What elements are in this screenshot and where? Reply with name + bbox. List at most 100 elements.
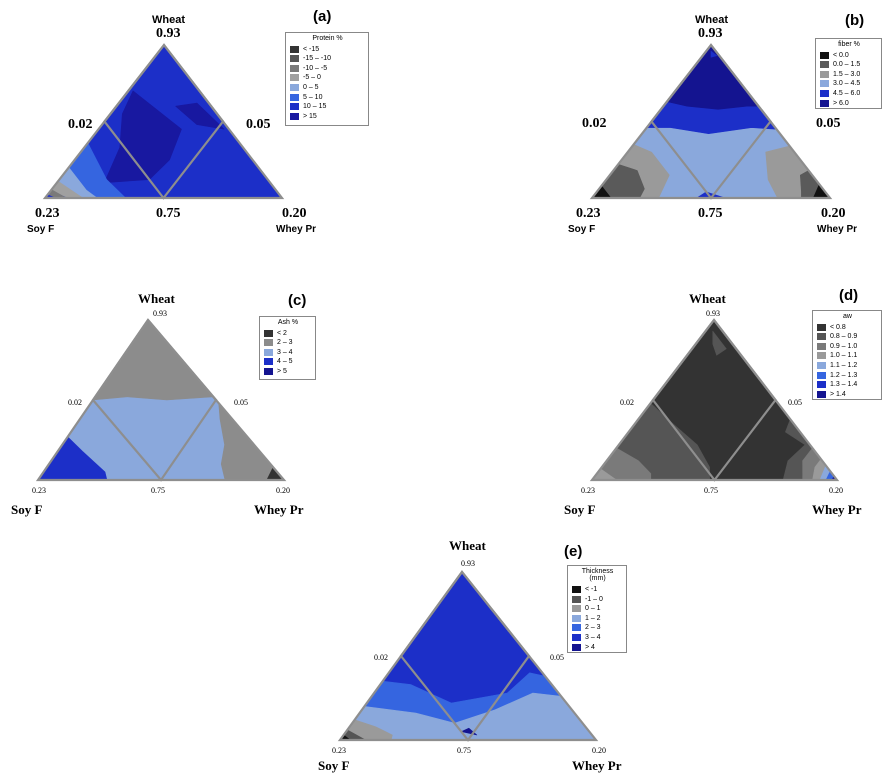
legend-range-a-5: 5 – 10 bbox=[303, 93, 323, 101]
legend-swatch-b-2 bbox=[820, 70, 829, 78]
vertex-value-left-c: 0.23 bbox=[32, 486, 46, 495]
contour-region-a-2 bbox=[175, 102, 225, 130]
apex-label-right-d: Whey Pr bbox=[812, 502, 862, 517]
legend-entry-c-0: < 2 bbox=[264, 328, 312, 338]
legend-range-b-1: 0.0 – 1.5 bbox=[833, 61, 861, 69]
edge-value-bottom-a: 0.75 bbox=[156, 206, 181, 221]
legend-range-a-7: > 15 bbox=[303, 112, 317, 120]
legend-entry-e-2: 0 – 1 bbox=[572, 604, 623, 614]
apex-label-top-e: Wheat bbox=[449, 538, 486, 553]
legend-swatch-a-6 bbox=[290, 103, 299, 111]
legend-range-e-0: < -1 bbox=[585, 585, 598, 593]
panel-label-e: (e) bbox=[564, 543, 583, 560]
legend-swatch-d-2 bbox=[817, 342, 826, 350]
legend-entry-e-0: < -1 bbox=[572, 585, 623, 595]
apex-label-left-c: Soy F bbox=[11, 502, 43, 517]
contour-region-b-10 bbox=[696, 191, 726, 198]
legend-entry-d-1: 0.8 – 0.9 bbox=[817, 332, 878, 342]
legend-range-a-3: -5 – 0 bbox=[303, 74, 321, 82]
legend-entry-e-1: -1 – 0 bbox=[572, 594, 623, 604]
legend-entry-b-1: 0.0 – 1.5 bbox=[820, 60, 878, 70]
legend-swatch-b-4 bbox=[820, 90, 829, 98]
ternary-chart-e: (e) Wheat 0.93 0.02 0.05 0.23 0.75 0.20 … bbox=[315, 535, 655, 772]
legend-swatch-a-0 bbox=[290, 45, 299, 53]
edge-value-bottom-e: 0.75 bbox=[457, 746, 471, 755]
legend-entry-c-3: 4 – 5 bbox=[264, 357, 312, 367]
legend-swatch-e-6 bbox=[572, 643, 581, 651]
triangle-outline-a bbox=[42, 43, 285, 200]
apex-label-right-e: Whey Pr bbox=[572, 758, 622, 773]
apex-label-right-a: Whey Pr bbox=[276, 224, 317, 235]
legend-swatch-c-4 bbox=[264, 368, 273, 376]
apex-label-left-d: Soy F bbox=[564, 502, 596, 517]
triangle-outline-b bbox=[589, 43, 833, 200]
contour-region-d-1 bbox=[712, 330, 727, 356]
legend-range-c-2: 3 – 4 bbox=[277, 348, 293, 356]
edge-value-bottom-d: 0.75 bbox=[704, 486, 718, 495]
edge-value-left-b: 0.02 bbox=[582, 116, 607, 131]
legend-range-d-7: > 1.4 bbox=[830, 390, 846, 398]
legend-swatch-b-3 bbox=[820, 80, 829, 88]
legend-swatch-c-1 bbox=[264, 339, 273, 347]
legend-swatch-e-3 bbox=[572, 614, 581, 622]
legend-swatch-e-1 bbox=[572, 595, 581, 603]
legend-entry-c-1: 2 – 3 bbox=[264, 338, 312, 348]
edge-value-right-e: 0.05 bbox=[550, 653, 564, 662]
legend-entry-a-4: 0 – 5 bbox=[290, 83, 365, 93]
legend-title-b: fiber % bbox=[838, 41, 860, 48]
legend-swatch-a-7 bbox=[290, 112, 299, 120]
legend-swatch-e-2 bbox=[572, 605, 581, 613]
legend-entry-e-4: 2 – 3 bbox=[572, 623, 623, 633]
ternary-chart-d: (d) Wheat 0.93 0.02 0.05 0.23 0.75 0.20 … bbox=[562, 270, 882, 520]
legend-swatch-d-0 bbox=[817, 323, 826, 331]
vertex-value-top-c: 0.93 bbox=[153, 309, 167, 318]
ternary-chart-c: (c) Wheat 0.93 0.02 0.05 0.23 0.75 0.20 … bbox=[0, 270, 420, 520]
legend-swatch-b-1 bbox=[820, 61, 829, 69]
legend-range-a-4: 0 – 5 bbox=[303, 84, 319, 92]
legend-range-e-2: 0 – 1 bbox=[585, 605, 601, 613]
legend-swatch-a-5 bbox=[290, 93, 299, 101]
edge-value-left-a: 0.02 bbox=[68, 117, 93, 132]
apex-label-top-c: Wheat bbox=[138, 291, 175, 306]
legend-range-b-5: > 6.0 bbox=[833, 99, 849, 107]
legend-range-d-1: 0.8 – 0.9 bbox=[830, 333, 858, 341]
panel-label-c: (c) bbox=[288, 292, 307, 309]
legend-range-c-0: < 2 bbox=[277, 329, 287, 337]
legend-swatch-d-5 bbox=[817, 371, 826, 379]
legend-swatch-e-4 bbox=[572, 624, 581, 632]
legend-range-d-4: 1.1 – 1.2 bbox=[830, 362, 858, 370]
legend-range-a-6: 10 – 15 bbox=[303, 103, 327, 111]
legend-title-c: Ash % bbox=[277, 319, 299, 326]
legend-swatch-b-5 bbox=[820, 99, 829, 107]
legend-range-a-1: -15 – -10 bbox=[303, 55, 332, 63]
legend-b: fiber % < 0.0 0.0 – 1.5 1.5 – 3.0 3.0 – 4.5 4… bbox=[815, 38, 882, 109]
legend-entry-b-3: 3.0 – 4.5 bbox=[820, 79, 878, 89]
contour-region-c-1 bbox=[92, 320, 214, 401]
legend-entry-b-4: 4.5 – 6.0 bbox=[820, 89, 878, 99]
legend-range-e-4: 2 – 3 bbox=[585, 624, 601, 632]
legend-range-d-6: 1.3 – 1.4 bbox=[830, 381, 858, 389]
panel-label-b: (b) bbox=[845, 12, 865, 29]
legend-swatch-c-2 bbox=[264, 348, 273, 356]
apex-label-top-d: Wheat bbox=[689, 291, 726, 306]
legend-range-b-0: < 0.0 bbox=[833, 51, 849, 59]
legend-range-b-4: 4.5 – 6.0 bbox=[833, 90, 861, 98]
legend-swatch-a-1 bbox=[290, 55, 299, 63]
apex-label-right-b: Whey Pr bbox=[817, 224, 858, 235]
legend-entry-a-2: -10 – -5 bbox=[290, 64, 365, 74]
legend-title-e: Thickness (mm) bbox=[581, 568, 614, 583]
apex-label-left-b: Soy F bbox=[568, 224, 596, 235]
legend-range-d-0: < 0.8 bbox=[830, 323, 846, 331]
ternary-chart-a: (a) Wheat 0.93 0.02 0.05 0.23 0.75 0.20 … bbox=[0, 0, 420, 250]
legend-range-c-1: 2 – 3 bbox=[277, 339, 293, 347]
panel-label-d: (d) bbox=[839, 287, 859, 304]
legend-swatch-c-3 bbox=[264, 358, 273, 366]
legend-entry-d-7: > 1.4 bbox=[817, 390, 878, 400]
apex-label-right-c: Whey Pr bbox=[254, 502, 304, 517]
vertex-value-right-b: 0.20 bbox=[821, 206, 846, 221]
apex-label-left-a: Soy F bbox=[27, 224, 55, 235]
edge-value-right-b: 0.05 bbox=[816, 116, 841, 131]
legend-entry-a-5: 5 – 10 bbox=[290, 92, 365, 102]
ternary-plot-c bbox=[35, 318, 287, 482]
vertex-value-left-e: 0.23 bbox=[332, 746, 346, 755]
